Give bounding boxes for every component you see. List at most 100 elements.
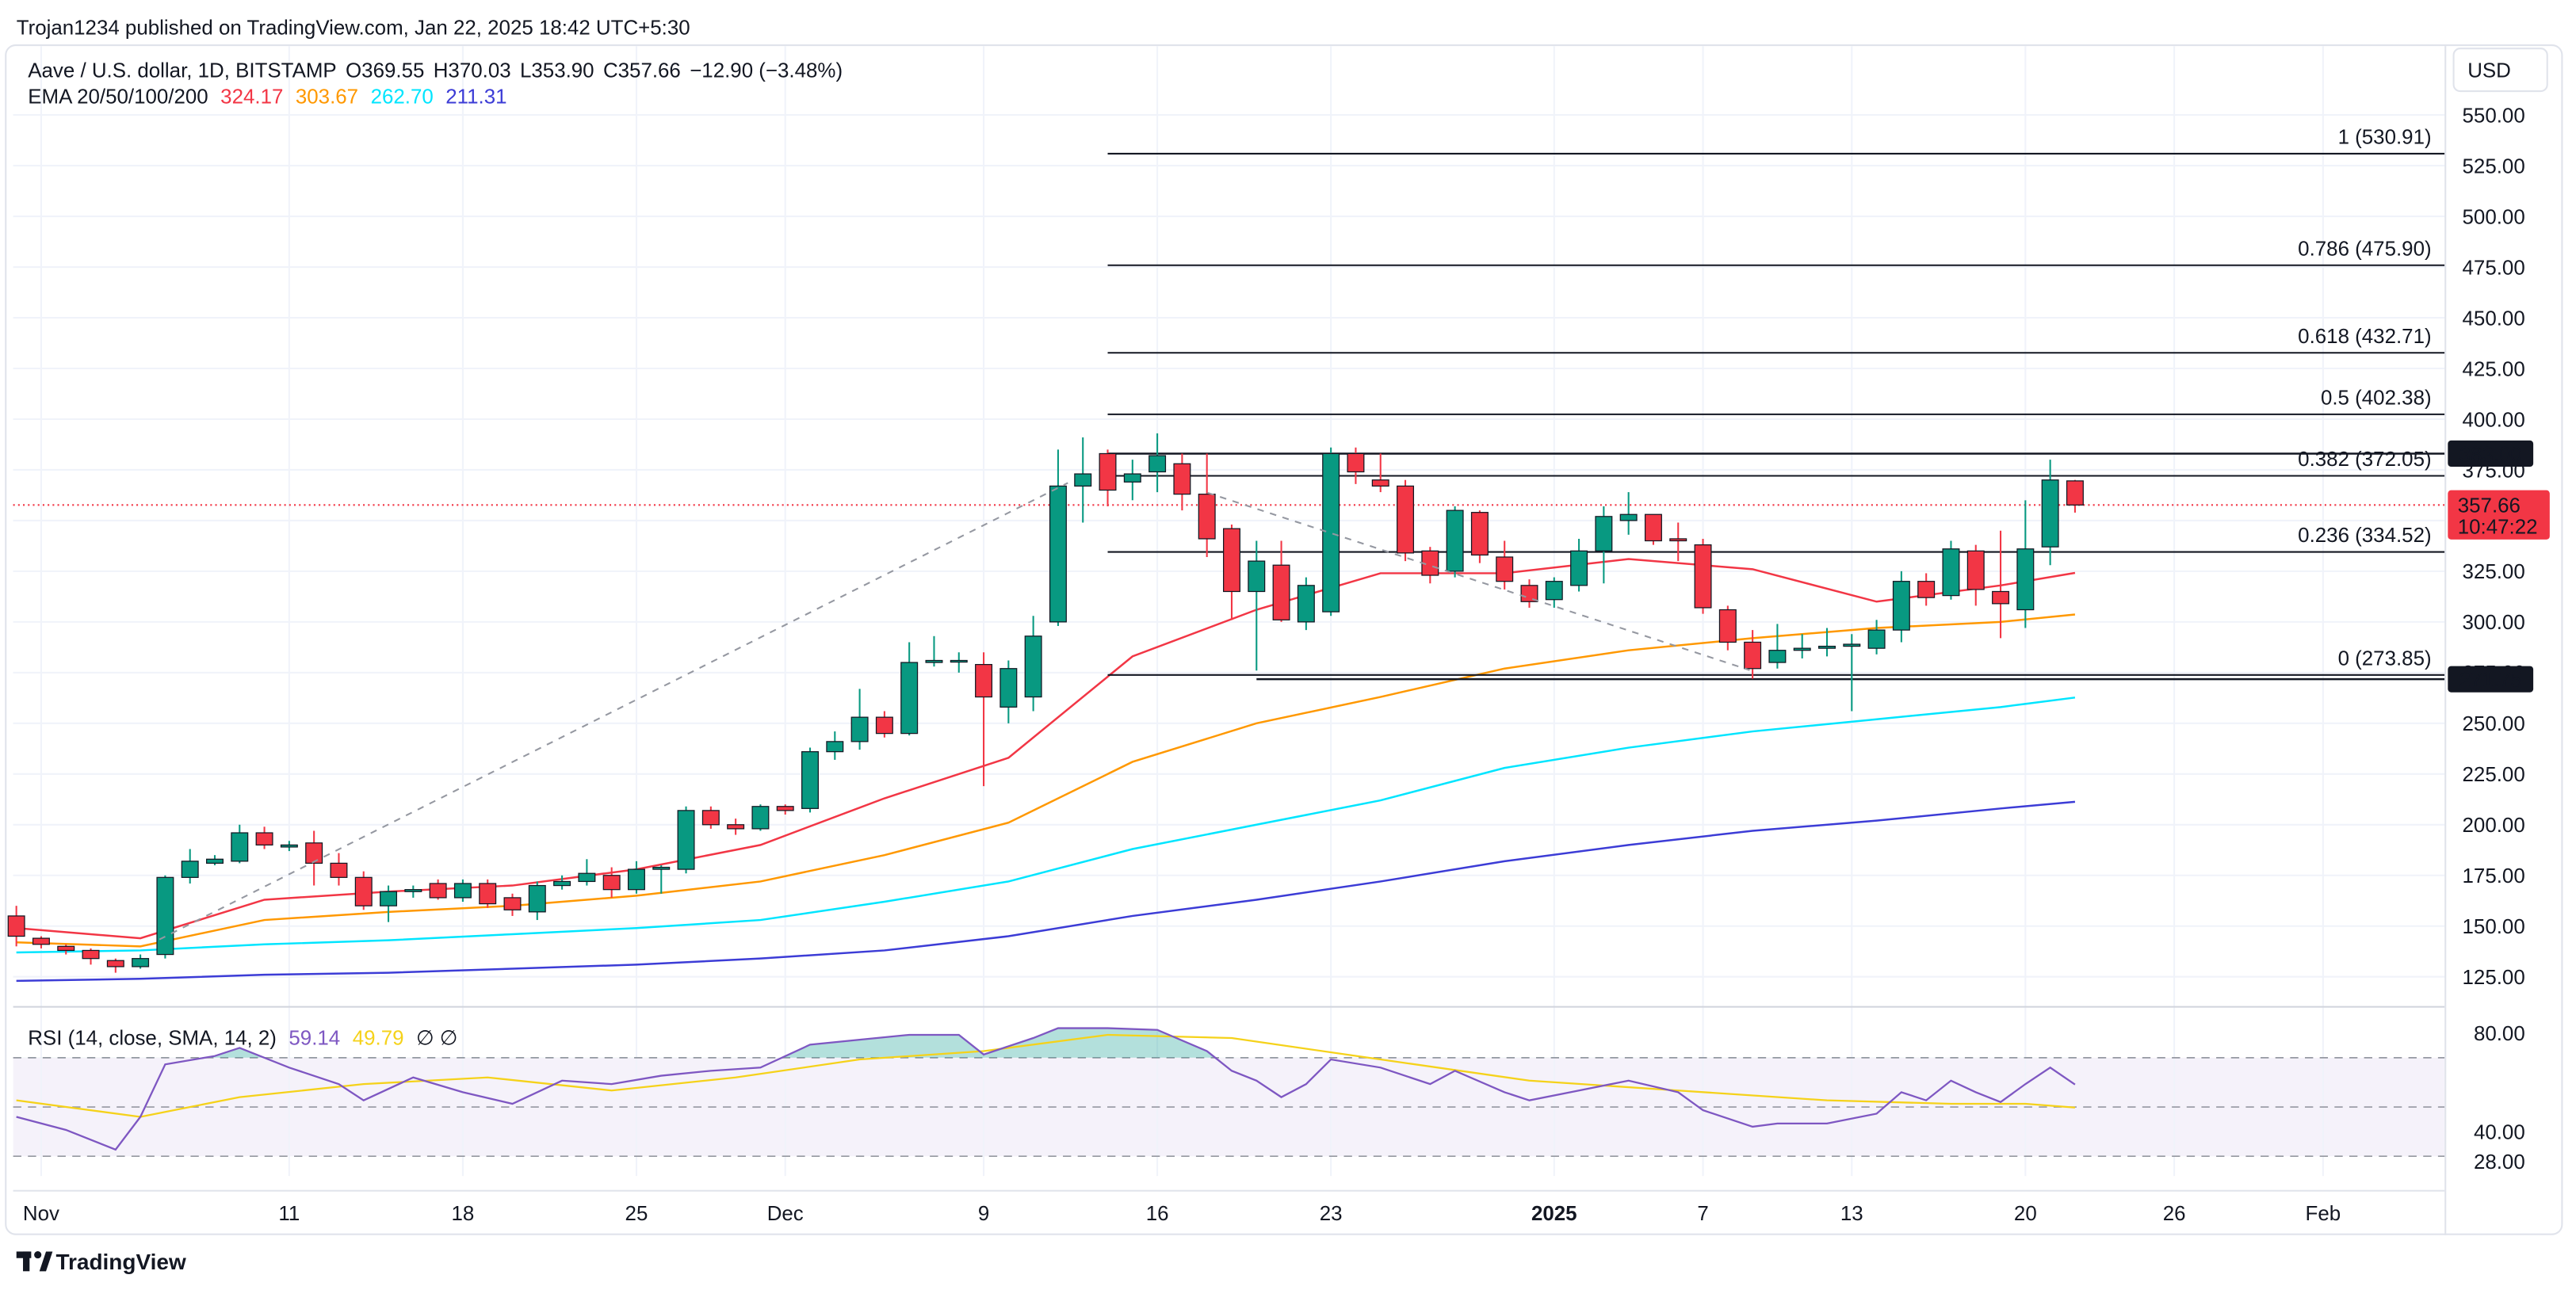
currency-label[interactable]: USD bbox=[2467, 59, 2511, 82]
ohlc-key: L bbox=[520, 59, 531, 82]
candle-body bbox=[1892, 581, 1910, 631]
candle-body bbox=[776, 806, 794, 811]
candle-body bbox=[429, 883, 447, 899]
ohlc-key: O bbox=[346, 59, 361, 82]
candle-body bbox=[231, 832, 249, 862]
candle-body bbox=[156, 876, 174, 956]
candle-body bbox=[1669, 538, 1687, 542]
candle-body bbox=[1843, 643, 1861, 647]
candle-body bbox=[602, 875, 621, 891]
currency-button[interactable]: USD bbox=[2452, 48, 2548, 93]
candle-body bbox=[900, 662, 919, 735]
ohlc-value: 357.66 bbox=[618, 59, 681, 82]
fib-trend-line bbox=[1207, 491, 1750, 671]
candle-body bbox=[1446, 510, 1464, 572]
rsi-extra: ∅ ∅ bbox=[416, 1027, 457, 1049]
y-tick-label: 475.00 bbox=[2463, 257, 2525, 279]
candle-body bbox=[32, 937, 50, 945]
y-tick-label: 125.00 bbox=[2463, 967, 2525, 989]
candle-body bbox=[380, 891, 398, 906]
candle-body bbox=[751, 806, 770, 830]
ema-value: 262.70 bbox=[371, 86, 434, 109]
candle-body bbox=[801, 751, 819, 809]
candle-body bbox=[354, 876, 373, 906]
candle-body bbox=[1024, 635, 1042, 698]
fib-trend-line bbox=[159, 482, 1068, 941]
y-tick-label: 300.00 bbox=[2463, 612, 2525, 634]
candle-body bbox=[1322, 452, 1340, 613]
ema-line bbox=[16, 800, 2076, 983]
candle-body bbox=[1099, 452, 1117, 491]
candle-body bbox=[280, 844, 298, 848]
rsi-line bbox=[16, 1027, 2076, 1151]
x-tick-label: Nov bbox=[23, 1203, 59, 1225]
candle-body bbox=[181, 861, 199, 878]
candle-body bbox=[1198, 494, 1216, 540]
candle-body bbox=[1049, 485, 1067, 623]
candle-body bbox=[875, 716, 893, 735]
ohlc-value: 370.03 bbox=[448, 59, 510, 82]
candle-body bbox=[1917, 581, 1936, 598]
price-change: −12.90 (−3.48%) bbox=[690, 59, 843, 82]
candle-body bbox=[950, 659, 968, 663]
candle-body bbox=[1371, 479, 1389, 487]
rsi-tick-label: 80.00 bbox=[2474, 1023, 2525, 1045]
candle-body bbox=[1793, 647, 1811, 651]
candle-body bbox=[1297, 585, 1315, 623]
candle-body bbox=[206, 858, 224, 864]
fib-level-label: 1 (530.91) bbox=[2338, 127, 2432, 149]
candle-body bbox=[330, 862, 348, 878]
rsi-value: 59.14 bbox=[289, 1027, 340, 1049]
candle-body bbox=[1694, 544, 1712, 609]
candle-body bbox=[1619, 513, 1638, 521]
candle-body bbox=[850, 716, 869, 742]
ema-value: 324.17 bbox=[220, 86, 283, 109]
candle-body bbox=[652, 866, 671, 870]
y-tick-label: 500.00 bbox=[2463, 206, 2525, 228]
fib-level-label: 0 (273.85) bbox=[2338, 647, 2432, 670]
candle-body bbox=[57, 945, 75, 952]
price-tag-label: 383.00 bbox=[2459, 444, 2522, 466]
x-tick-label: 25 bbox=[625, 1203, 648, 1225]
x-tick-label: 16 bbox=[1146, 1203, 1169, 1225]
fib-level-label: 0.618 (432.71) bbox=[2298, 326, 2431, 348]
ema-line bbox=[16, 613, 2076, 948]
sma-value: 49.79 bbox=[353, 1027, 404, 1049]
candle-body bbox=[453, 883, 472, 899]
ema-value: 303.67 bbox=[296, 86, 358, 109]
currency-button-box[interactable] bbox=[2452, 48, 2548, 93]
brand-logo: TradingView bbox=[16, 1250, 186, 1274]
brand-name: TradingView bbox=[55, 1250, 185, 1274]
logo-slash bbox=[39, 1251, 53, 1272]
candle-body bbox=[627, 868, 645, 891]
y-tick-label: 200.00 bbox=[2463, 815, 2525, 837]
price-tag-label: 271.75 bbox=[2459, 669, 2522, 691]
candle-body bbox=[1397, 485, 1415, 554]
price-tag bbox=[2448, 666, 2534, 693]
candle-body bbox=[7, 915, 25, 937]
candle-body bbox=[1867, 629, 1886, 649]
ohlc-value: 353.90 bbox=[531, 59, 594, 82]
x-tick-label: 2025 bbox=[1531, 1203, 1577, 1225]
candle-body bbox=[1248, 560, 1266, 593]
candle-body bbox=[255, 832, 273, 845]
candle-body bbox=[727, 824, 745, 830]
y-tick-label: 325.00 bbox=[2463, 561, 2525, 583]
candle-body bbox=[106, 960, 124, 968]
last-price-label: 357.66 bbox=[2458, 495, 2521, 517]
ema-label: EMA 20/50/100/200 bbox=[28, 86, 208, 109]
countdown-label: 10:47:22 bbox=[2458, 517, 2538, 539]
candle-body bbox=[2066, 480, 2084, 506]
candle-body bbox=[1222, 528, 1240, 593]
x-tick-label: 11 bbox=[278, 1203, 300, 1225]
symbol-legend: Aave / U.S. dollar, 1D, BITSTAMP O369.55… bbox=[28, 59, 843, 82]
candle-body bbox=[553, 880, 571, 887]
candle-body bbox=[578, 872, 596, 883]
chart-frame bbox=[5, 44, 2563, 1235]
ema-line bbox=[16, 697, 2076, 954]
symbol-name: Aave / U.S. dollar, 1D, BITSTAMP bbox=[28, 59, 336, 82]
candle-body bbox=[1966, 550, 1985, 590]
